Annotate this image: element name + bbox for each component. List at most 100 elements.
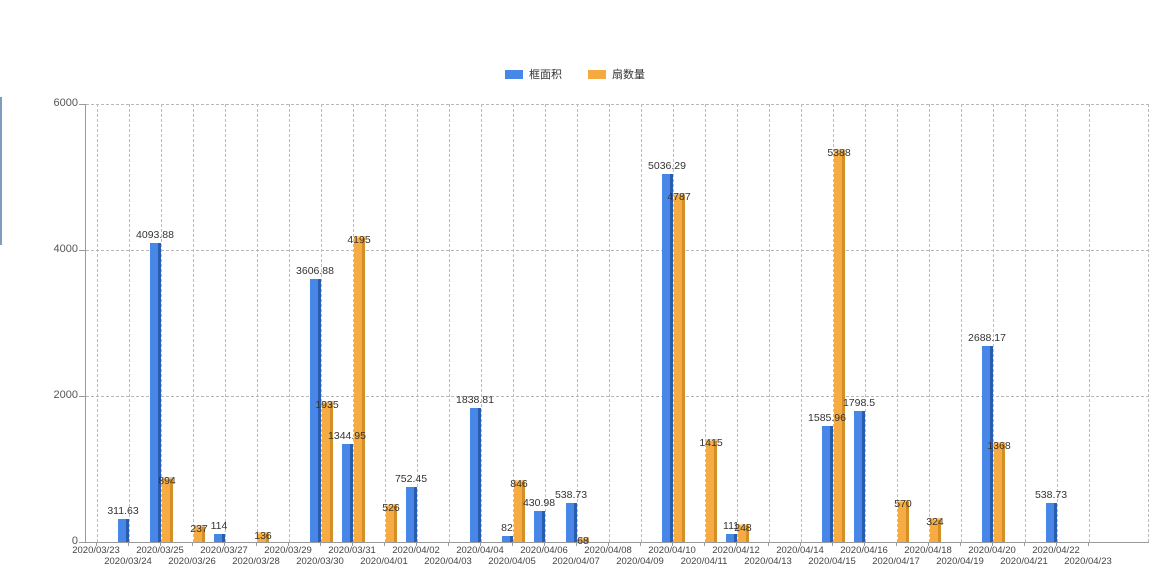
bar-value-label: 538.73 bbox=[1034, 489, 1068, 501]
x-axis-tick-icon bbox=[896, 542, 897, 546]
bar-frame-area bbox=[214, 534, 225, 542]
bar-frame-area bbox=[534, 511, 545, 542]
x-axis-tick-icon bbox=[544, 542, 545, 546]
x-axis-label: 2020/03/27 bbox=[200, 545, 248, 556]
interval-days-input[interactable]: 30 bbox=[160, 33, 209, 49]
bar-frame-area bbox=[822, 426, 833, 542]
x-axis-label: 2020/04/07 bbox=[552, 556, 600, 567]
gridline bbox=[321, 104, 322, 542]
x-axis-tick-icon bbox=[864, 542, 865, 546]
x-axis-label: 2020/04/19 bbox=[936, 556, 984, 567]
bar-value-label: 846 bbox=[510, 478, 528, 490]
x-axis-tick-icon bbox=[384, 542, 385, 546]
gridline bbox=[449, 104, 450, 542]
bar-value-label: 526 bbox=[382, 502, 400, 514]
gridline bbox=[577, 104, 578, 542]
frame-area-checkbox[interactable]: ✓ 框面积 bbox=[306, 11, 354, 26]
x-axis-label: 2020/04/06 bbox=[520, 545, 568, 556]
bar-frame-area bbox=[150, 243, 161, 542]
gridline bbox=[513, 104, 514, 542]
bar-value-label: 1368 bbox=[987, 440, 1011, 452]
x-axis-tick-icon bbox=[1088, 542, 1089, 546]
legend-item-fan-count: 扇数量 bbox=[588, 66, 645, 82]
x-axis-label: 2020/04/17 bbox=[872, 556, 920, 567]
to-label: 至: bbox=[182, 16, 197, 28]
bar-frame-area bbox=[726, 534, 737, 542]
x-axis-tick-icon bbox=[576, 542, 577, 546]
end-date-picker[interactable]: 2020 / 04 / 23 ▼ bbox=[197, 9, 285, 29]
bar-fan-count bbox=[514, 480, 525, 542]
x-axis-label: 2020/04/08 bbox=[584, 545, 632, 556]
gridline bbox=[481, 104, 482, 542]
start-date-picker[interactable]: 2020 / 03 / 24 ▼ bbox=[88, 9, 176, 29]
gridline bbox=[769, 104, 770, 542]
gridline bbox=[417, 104, 418, 542]
x-axis-label: 2020/04/12 bbox=[712, 545, 760, 556]
bar-frame-area bbox=[1046, 503, 1057, 542]
bar-value-label: 4787 bbox=[667, 191, 691, 203]
daily-output-settings-button[interactable]: 单日产量设置 bbox=[490, 8, 572, 27]
bar-value-label: 248 bbox=[734, 522, 752, 534]
bar-value-label: 570 bbox=[894, 498, 912, 510]
bar-fan-count bbox=[386, 504, 397, 542]
chevron-down-icon[interactable]: ▼ bbox=[270, 10, 284, 28]
gridline bbox=[737, 104, 738, 542]
gridline bbox=[609, 104, 610, 542]
x-axis-label: 2020/04/04 bbox=[456, 545, 504, 556]
bar-fan-count bbox=[706, 439, 717, 542]
gridline bbox=[1025, 104, 1026, 542]
bar-fan-count bbox=[258, 532, 269, 542]
y-axis-tick-icon bbox=[79, 542, 85, 543]
gridline bbox=[161, 104, 162, 542]
gridline bbox=[801, 104, 802, 542]
bar-value-label: 4195 bbox=[347, 234, 371, 246]
bar-value-label: 324 bbox=[926, 516, 944, 528]
x-axis-label: 2020/04/15 bbox=[808, 556, 856, 567]
bar-fan-count bbox=[354, 236, 365, 542]
bar-frame-area bbox=[502, 536, 513, 542]
bar-frame-area bbox=[342, 444, 353, 542]
bar-value-label: 1415 bbox=[699, 437, 723, 449]
bar-frame-area bbox=[470, 408, 481, 542]
bar-fan-count bbox=[898, 500, 909, 542]
gridline bbox=[97, 104, 98, 542]
x-axis-label: 2020/04/11 bbox=[680, 556, 728, 567]
x-axis-tick-icon bbox=[928, 542, 929, 546]
fan-count-checkbox[interactable]: ✓ 扇数量 bbox=[352, 11, 400, 26]
gridline bbox=[545, 104, 546, 542]
x-axis-label: 2020/03/24 bbox=[104, 556, 152, 567]
gridline bbox=[225, 104, 226, 542]
x-axis-label: 2020/04/03 bbox=[424, 556, 472, 567]
bar-fan-count bbox=[578, 537, 589, 542]
x-axis-tick-icon bbox=[736, 542, 737, 546]
x-axis-tick-icon bbox=[832, 542, 833, 546]
x-axis-tick-icon bbox=[960, 542, 961, 546]
y-axis-label: 2000 bbox=[53, 389, 78, 401]
x-axis-tick-icon bbox=[288, 542, 289, 546]
gridline bbox=[129, 104, 130, 542]
query-button[interactable]: 查询 bbox=[410, 8, 462, 27]
bar-fan-count bbox=[834, 149, 845, 542]
y-axis-label: 0 bbox=[71, 535, 78, 547]
bar-value-label: 5388 bbox=[827, 147, 851, 159]
gridline bbox=[86, 104, 1149, 105]
x-axis-label: 2020/03/31 bbox=[328, 545, 376, 556]
x-axis-tick-icon bbox=[96, 542, 97, 546]
gridline bbox=[705, 104, 706, 542]
gridline bbox=[1057, 104, 1058, 542]
chevron-down-icon[interactable]: ▼ bbox=[161, 10, 175, 28]
x-axis-label: 2020/04/02 bbox=[392, 545, 440, 556]
gridline bbox=[961, 104, 962, 542]
x-axis-tick-icon bbox=[768, 542, 769, 546]
bar-value-label: 111 bbox=[723, 520, 739, 532]
x-axis-label: 2020/04/18 bbox=[904, 545, 952, 556]
bar-frame-area bbox=[566, 503, 577, 542]
x-axis-label: 2020/04/23 bbox=[1064, 556, 1112, 567]
bar-value-label: 311.63 bbox=[107, 505, 139, 517]
bar-fan-count bbox=[994, 442, 1005, 542]
x-axis-tick-icon bbox=[448, 542, 449, 546]
y-axis-label: 4000 bbox=[53, 243, 78, 255]
plot-right-border bbox=[1148, 104, 1149, 542]
